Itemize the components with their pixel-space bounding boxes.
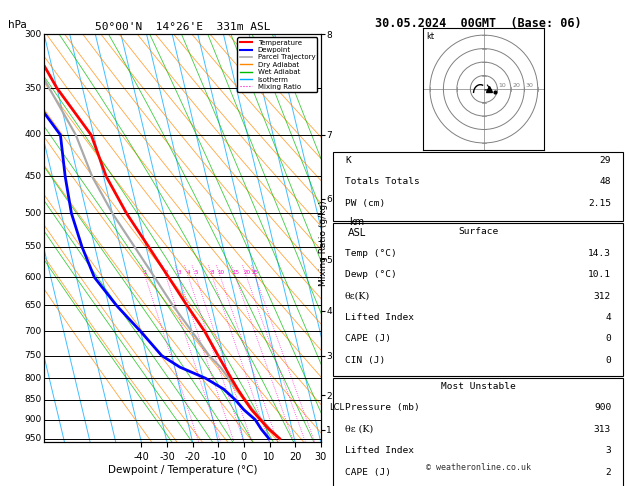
Text: 450: 450 xyxy=(24,172,42,181)
Text: 0: 0 xyxy=(605,334,611,344)
X-axis label: Dewpoint / Temperature (°C): Dewpoint / Temperature (°C) xyxy=(108,465,257,475)
Text: 800: 800 xyxy=(24,374,42,383)
Text: 10: 10 xyxy=(217,270,224,275)
Text: LCL: LCL xyxy=(329,403,344,412)
Text: 29: 29 xyxy=(599,156,611,165)
Text: 48: 48 xyxy=(599,177,611,186)
Text: 14.3: 14.3 xyxy=(588,249,611,258)
Text: 20: 20 xyxy=(243,270,250,275)
Text: Totals Totals: Totals Totals xyxy=(345,177,420,186)
Text: Lifted Index: Lifted Index xyxy=(345,313,414,322)
Text: Mixing Ratio (g/kg): Mixing Ratio (g/kg) xyxy=(320,200,328,286)
Text: 900: 900 xyxy=(24,415,42,424)
Text: 5: 5 xyxy=(194,270,198,275)
Text: 2.15: 2.15 xyxy=(588,199,611,208)
Text: 400: 400 xyxy=(24,130,42,139)
Text: CAPE (J): CAPE (J) xyxy=(345,334,391,344)
Text: 900: 900 xyxy=(594,403,611,413)
Text: 0: 0 xyxy=(605,356,611,365)
Text: Most Unstable: Most Unstable xyxy=(441,382,515,391)
Bar xyxy=(333,378,623,486)
Text: PW (cm): PW (cm) xyxy=(345,199,385,208)
Text: CIN (J): CIN (J) xyxy=(345,356,385,365)
Text: 2: 2 xyxy=(605,468,611,477)
Text: K: K xyxy=(345,156,351,165)
Text: 25: 25 xyxy=(252,270,259,275)
Text: 750: 750 xyxy=(24,351,42,360)
Y-axis label: km
ASL: km ASL xyxy=(348,217,366,238)
Text: 550: 550 xyxy=(24,242,42,251)
Text: 350: 350 xyxy=(24,84,42,93)
Text: hPa: hPa xyxy=(8,20,27,30)
Title: 50°00'N  14°26'E  331m ASL: 50°00'N 14°26'E 331m ASL xyxy=(94,22,270,32)
Bar xyxy=(333,152,623,221)
Text: Lifted Index: Lifted Index xyxy=(345,447,414,455)
Text: 10.1: 10.1 xyxy=(588,270,611,279)
Text: 850: 850 xyxy=(24,395,42,404)
Text: θε(K): θε(K) xyxy=(345,292,370,300)
Bar xyxy=(333,224,623,376)
Text: 650: 650 xyxy=(24,301,42,310)
Text: Temp (°C): Temp (°C) xyxy=(345,249,397,258)
Text: 500: 500 xyxy=(24,209,42,218)
Text: CAPE (J): CAPE (J) xyxy=(345,468,391,477)
Text: 3: 3 xyxy=(177,270,181,275)
Text: 1: 1 xyxy=(144,270,147,275)
Text: 700: 700 xyxy=(24,327,42,336)
Text: Pressure (mb): Pressure (mb) xyxy=(345,403,420,413)
Text: 4: 4 xyxy=(605,313,611,322)
Text: 312: 312 xyxy=(594,292,611,300)
Text: 15: 15 xyxy=(232,270,239,275)
Text: Surface: Surface xyxy=(458,227,498,236)
Legend: Temperature, Dewpoint, Parcel Trajectory, Dry Adiabat, Wet Adiabat, Isotherm, Mi: Temperature, Dewpoint, Parcel Trajectory… xyxy=(238,37,317,92)
Text: Dewp (°C): Dewp (°C) xyxy=(345,270,397,279)
Text: 30.05.2024  00GMT  (Base: 06): 30.05.2024 00GMT (Base: 06) xyxy=(375,17,581,30)
Text: 600: 600 xyxy=(24,273,42,282)
Text: 2: 2 xyxy=(165,270,168,275)
Text: 300: 300 xyxy=(24,30,42,38)
Text: 3: 3 xyxy=(605,447,611,455)
Text: θε (K): θε (K) xyxy=(345,425,373,434)
Text: 313: 313 xyxy=(594,425,611,434)
Text: 950: 950 xyxy=(24,434,42,443)
Text: © weatheronline.co.uk: © weatheronline.co.uk xyxy=(426,463,530,471)
Text: 4: 4 xyxy=(187,270,190,275)
Text: 8: 8 xyxy=(211,270,214,275)
